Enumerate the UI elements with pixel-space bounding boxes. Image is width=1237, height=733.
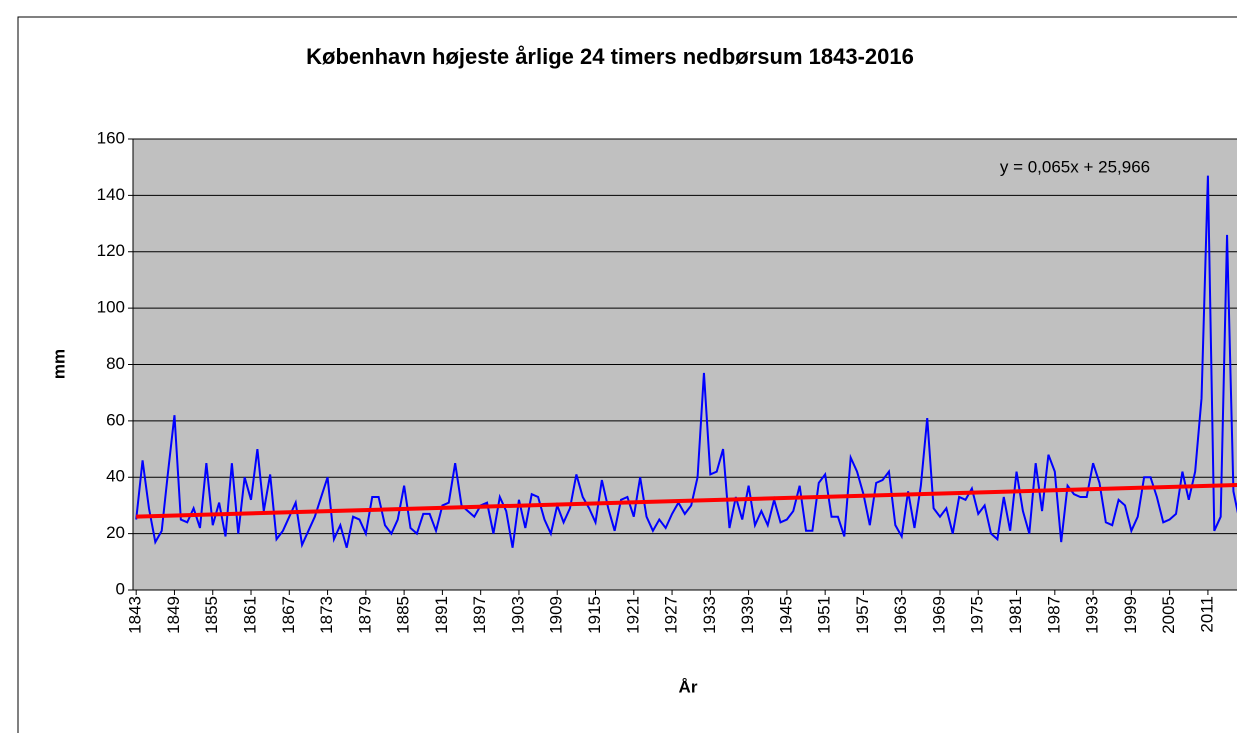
x-tick-label: 1927 (662, 596, 681, 634)
x-tick-label: 1891 (432, 596, 451, 634)
x-axis-label: År (679, 677, 698, 696)
x-tick-label: 1897 (470, 596, 489, 634)
y-tick-label: 0 (116, 579, 125, 598)
y-tick-label: 40 (106, 467, 125, 486)
x-tick-label: 1963 (891, 596, 910, 634)
x-tick-label: 1951 (815, 596, 834, 634)
y-tick-label: 160 (97, 128, 125, 147)
y-tick-label: 120 (97, 241, 125, 260)
x-tick-label: 1873 (317, 596, 336, 634)
x-tick-label: 1999 (1121, 596, 1140, 634)
y-tick-label: 140 (97, 185, 125, 204)
x-tick-label: 1843 (126, 596, 145, 634)
x-tick-label: 1915 (585, 596, 604, 634)
trend-label: y = 0,065x + 25,966 (1000, 157, 1150, 176)
x-tick-label: 1975 (968, 596, 987, 634)
x-tick-label: 1921 (623, 596, 642, 634)
x-tick-label: 2005 (1159, 596, 1178, 634)
x-tick-label: 1903 (508, 596, 527, 634)
x-tick-label: 1909 (547, 596, 566, 634)
x-tick-label: 1945 (776, 596, 795, 634)
trend-line (136, 483, 1237, 519)
y-axis-label: mm (49, 349, 68, 379)
x-tick-label: 1969 (929, 596, 948, 634)
x-tick-label: 1957 (853, 596, 872, 634)
y-tick-label: 100 (97, 298, 125, 317)
y-tick-label: 80 (106, 354, 125, 373)
data-line (135, 175, 1237, 549)
x-tick-label: 1879 (355, 596, 374, 634)
x-tick-label: 1933 (700, 596, 719, 634)
y-tick-label: 20 (106, 523, 125, 542)
x-tick-label: 1861 (241, 596, 260, 634)
x-tick-label: 1981 (1006, 596, 1025, 634)
x-tick-label: 1885 (394, 596, 413, 634)
chart-title: København højeste årlige 24 timers nedbø… (306, 44, 914, 69)
x-tick-label: 1849 (164, 596, 183, 634)
x-tick-label: 1939 (738, 596, 757, 634)
x-tick-label: 2011 (1197, 596, 1216, 633)
y-tick-label: 60 (106, 410, 125, 429)
x-tick-label: 1993 (1083, 596, 1102, 634)
x-tick-label: 1867 (279, 596, 298, 634)
x-tick-label: 1855 (202, 596, 221, 634)
x-tick-label: 1987 (1044, 596, 1063, 634)
